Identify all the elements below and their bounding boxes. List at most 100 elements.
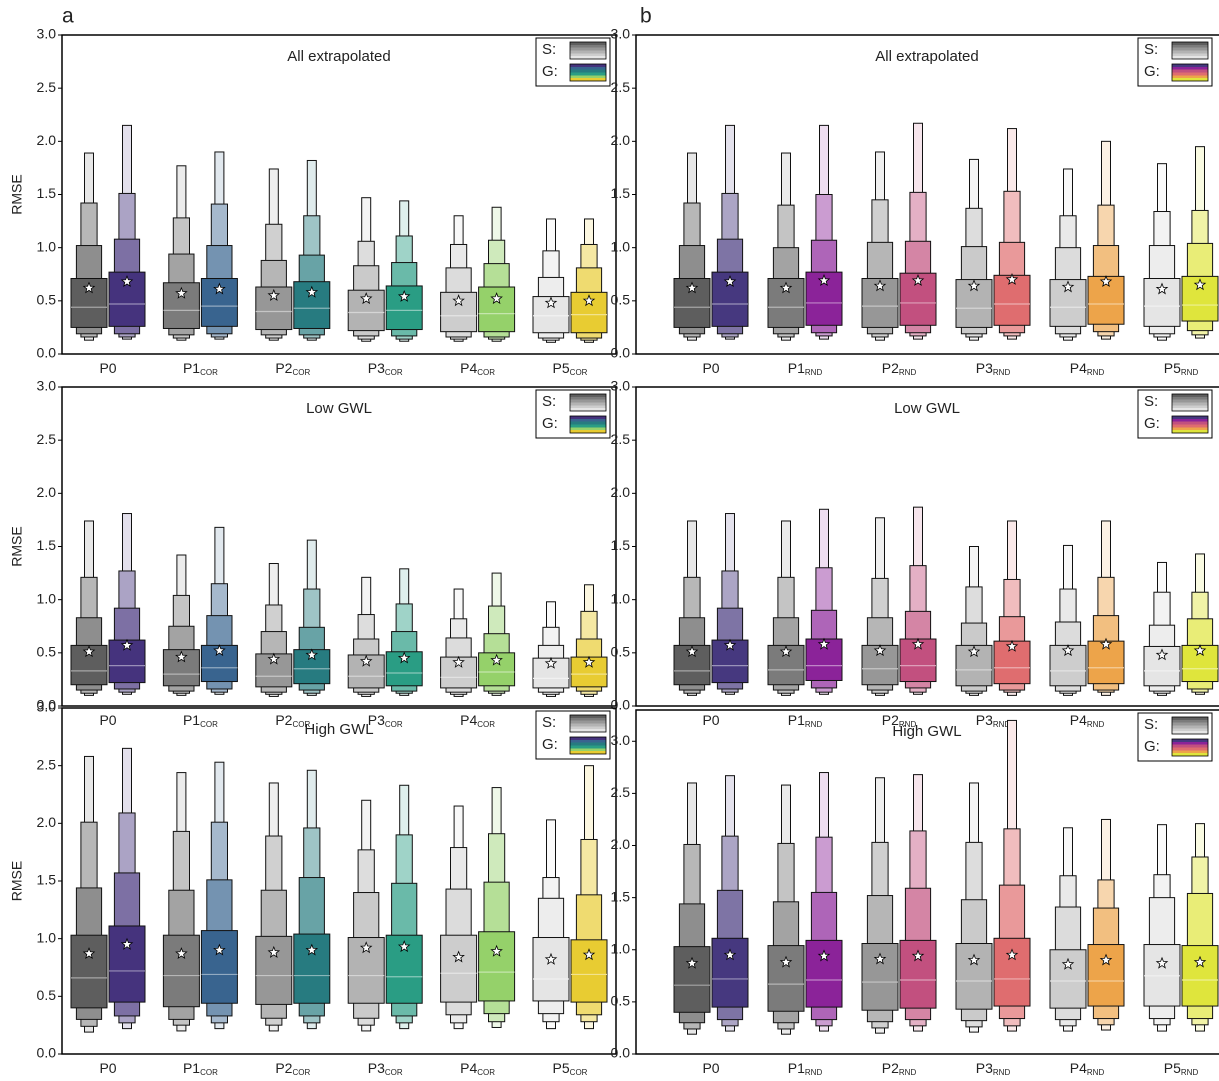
category-subscript: COR [385, 1068, 403, 1077]
y-tick-label: 2.5 [37, 756, 57, 772]
category: P2 [882, 712, 899, 728]
y-tick-label: 2.0 [37, 132, 57, 148]
category: P5 [1164, 360, 1181, 376]
letter-value-box [200, 930, 238, 1004]
x-tick-label: P1COR [183, 712, 218, 729]
letter-value-box [899, 939, 937, 1009]
category: P0 [702, 712, 719, 728]
category: P0 [99, 712, 116, 728]
mean-marker [1099, 953, 1113, 966]
x-tick-label: P4COR [460, 712, 495, 729]
mean-marker [1155, 956, 1169, 969]
y-axis-label: RMSE [9, 174, 25, 214]
mean-marker [490, 944, 503, 957]
chart-title: Low GWL [306, 400, 372, 417]
category: P0 [99, 360, 116, 376]
mean-marker [1099, 275, 1113, 288]
category: P5 [1164, 1060, 1181, 1076]
category-subscript: RND [899, 720, 917, 729]
category-subscript: COR [200, 1068, 218, 1077]
plot-frame [635, 709, 1219, 1055]
y-tick-label: 0.0 [37, 1045, 57, 1061]
legend-swatch [569, 41, 607, 60]
category: P0 [99, 1060, 116, 1076]
legend-label: G: [542, 415, 558, 432]
y-tick-label: 3.0 [611, 26, 631, 42]
y-tick-label: 2.0 [37, 484, 57, 500]
category-subscript: RND [1087, 368, 1105, 377]
x-tick-label: P1RND [788, 360, 823, 377]
x-tick-label: P3COR [368, 712, 403, 729]
chart-title: High GWL [304, 721, 373, 738]
y-axis-label: RMSE [9, 526, 25, 566]
mean-marker [120, 638, 134, 651]
y-tick-label: 1.5 [611, 185, 631, 201]
x-tick-label: P5RND [1164, 360, 1199, 377]
category: P4 [1070, 1060, 1087, 1076]
y-tick-label: 1.0 [611, 238, 631, 254]
legend-swatch [1171, 415, 1209, 434]
panel-label: a [62, 5, 74, 28]
mean-marker [82, 645, 96, 658]
category: P3 [368, 1060, 385, 1076]
mean-marker [967, 645, 981, 658]
panel: 0.0 0.5 1.0 1.5 2.0 2.5 3.0 All extrapolated P0 P… [611, 26, 1219, 377]
x-tick-label: P1RND [788, 712, 823, 729]
mean-marker [967, 279, 981, 292]
y-tick-label: 3.0 [611, 732, 631, 748]
letter-value-box [955, 943, 993, 1010]
category: P1 [183, 1060, 200, 1076]
mean-marker [685, 645, 699, 658]
category: P1 [788, 360, 805, 376]
x-tick-label: P3COR [368, 360, 403, 377]
mean-marker [213, 943, 226, 956]
legend-label: G: [1144, 63, 1160, 80]
x-tick-label: P0 [702, 360, 719, 376]
mean-marker [582, 294, 596, 307]
mean-marker [1155, 282, 1169, 295]
letter-value-box [108, 271, 146, 327]
category-subscript: RND [805, 368, 823, 377]
mean-marker [490, 653, 503, 666]
mean-marker [582, 948, 596, 961]
category: P3 [976, 360, 993, 376]
y-tick-label: 1.5 [37, 872, 57, 888]
mean-marker [452, 950, 465, 963]
mean-marker [779, 955, 793, 968]
x-tick-label: P4COR [460, 360, 495, 377]
category-subscript: COR [477, 1068, 495, 1077]
category: P1 [788, 1060, 805, 1076]
x-tick-label: P0 [99, 1060, 116, 1076]
legend-label: S: [542, 41, 556, 58]
letter-value-box [993, 937, 1031, 1007]
mean-marker [120, 937, 134, 950]
mean-marker [873, 644, 887, 657]
x-tick-label: P4RND [1070, 360, 1105, 377]
letter-value-box [673, 946, 711, 1013]
mean-marker [452, 655, 465, 668]
mean-marker [82, 947, 96, 960]
category: P1 [183, 360, 200, 376]
legend-label: S: [1144, 393, 1158, 410]
mean-marker [1005, 639, 1019, 652]
legend-swatch [569, 63, 607, 82]
category: P0 [702, 1060, 719, 1076]
panel: 0.0 0.5 1.0 1.5 2.0 2.5 3.0 RMSE All extrapolate… [9, 26, 617, 377]
x-tick-label: P3RND [976, 1060, 1011, 1077]
y-tick-label: 0.0 [611, 697, 631, 713]
mean-marker [685, 281, 699, 294]
y-tick-label: 0.5 [611, 644, 631, 660]
y-tick-label: 1.5 [611, 537, 631, 553]
category: P4 [460, 1060, 477, 1076]
letter-value-box [440, 934, 478, 1003]
letter-value-box [993, 274, 1031, 326]
y-tick-label: 0.0 [37, 697, 57, 713]
mean-marker [305, 648, 319, 661]
category: P2 [275, 360, 292, 376]
y-tick-label: 0.5 [37, 292, 57, 308]
mean-marker [1005, 948, 1019, 961]
x-tick-label: P5COR [553, 360, 588, 377]
category: P3 [976, 712, 993, 728]
category-subscript: RND [1087, 720, 1105, 729]
